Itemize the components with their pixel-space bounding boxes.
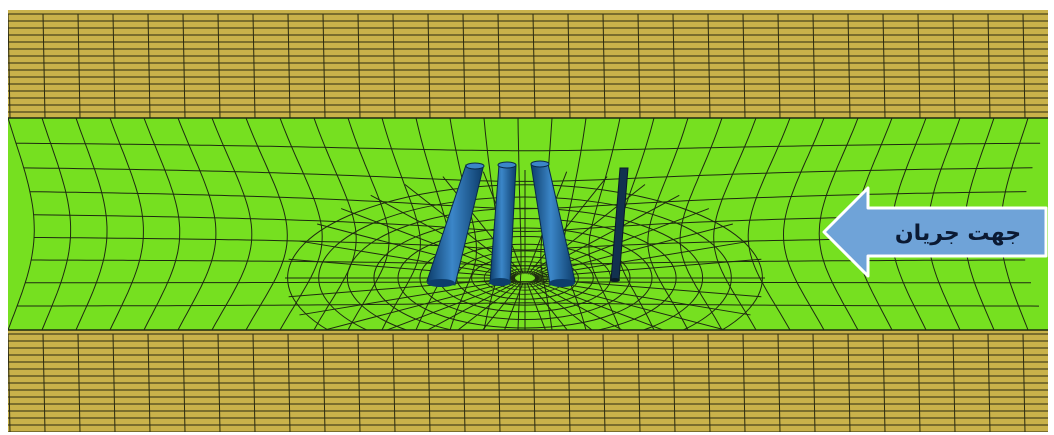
piers-group xyxy=(426,160,629,287)
channel-mesh xyxy=(8,117,1048,331)
pier-3 xyxy=(530,160,576,287)
top-bank xyxy=(8,10,1048,118)
pier-1 xyxy=(426,162,485,287)
pier-4 xyxy=(610,167,629,282)
bottom-bank xyxy=(8,330,1048,432)
pier-2 xyxy=(489,161,517,286)
flow-direction-arrow: جهت جریان xyxy=(822,186,1048,278)
flow-direction-label: جهت جریان xyxy=(895,221,1021,246)
